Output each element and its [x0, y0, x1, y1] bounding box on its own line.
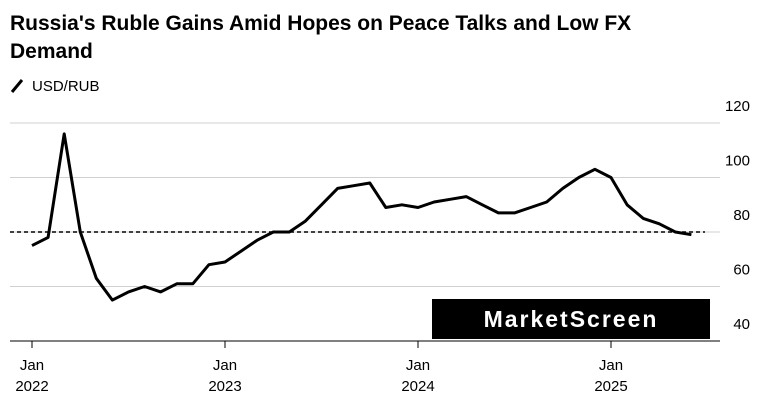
- x-tick-label: 2022: [15, 378, 48, 395]
- x-tick-label: Jan: [20, 357, 44, 374]
- x-tick-label: 2024: [401, 378, 434, 395]
- watermark: MarketScreen: [484, 306, 659, 332]
- plot-area: 40 60 80 100 120 Jan 2022 Jan 2023 Jan 2024 Jan 2025: [10, 98, 750, 395]
- chart-title: Russia's Ruble Gains Amid Hopes on Peace…: [10, 12, 631, 35]
- line-series: [31, 132, 692, 302]
- y-tick-label: 100: [725, 153, 750, 170]
- x-tick-label: Jan: [213, 357, 237, 374]
- legend-swatch: [10, 79, 24, 93]
- y-tick-label: 80: [733, 207, 750, 224]
- y-tick-label: 40: [733, 316, 750, 333]
- y-tick-label: 120: [725, 98, 750, 115]
- legend-label: USD/RUB: [32, 78, 100, 95]
- x-tick-label: Jan: [599, 357, 623, 374]
- x-tick-label: 2025: [594, 378, 627, 395]
- y-tick-label: 60: [733, 262, 750, 279]
- chart-title: Demand: [10, 40, 93, 63]
- x-tick-label: Jan: [406, 357, 430, 374]
- watermark-box: [432, 299, 710, 339]
- x-tick-label: 2023: [208, 378, 241, 395]
